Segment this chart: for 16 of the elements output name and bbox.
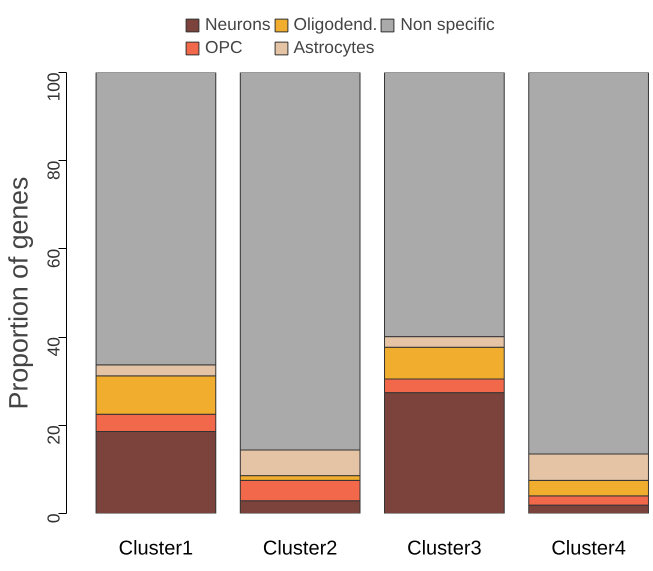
legend-label: Oligodend. [294,14,378,35]
y-tick-label: 0 [44,513,64,524]
y-tick-label: 60 [44,248,64,268]
legend-label: Non specific [400,14,495,35]
x-tick-label: Cluster3 [407,538,482,560]
legend-label: Neurons [205,14,270,35]
y-axis-title: Proportion of genes [4,176,34,410]
legend-label: Astrocytes [294,37,374,58]
x-tick-label: Cluster2 [262,538,338,560]
y-tick-label: 100 [44,72,64,102]
y-tick-label: 20 [44,425,64,445]
legend-label: OPC [205,37,243,58]
y-tick-label: 40 [44,337,64,356]
x-tick-label: Cluster4 [551,538,626,560]
y-tick-label: 80 [44,160,64,180]
x-tick-label: Cluster1 [118,538,194,560]
